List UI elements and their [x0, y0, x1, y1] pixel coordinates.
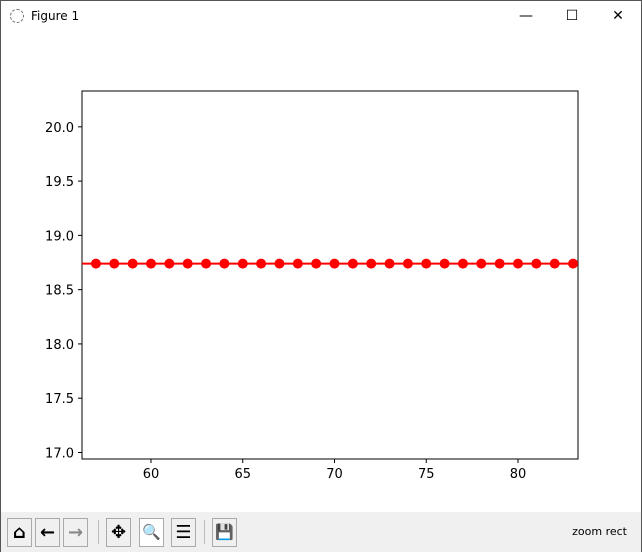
data-point	[292, 258, 303, 269]
x-tick-label: 80	[510, 467, 527, 482]
x-tick-label: 70	[326, 467, 343, 482]
data-point	[366, 258, 377, 269]
data-point	[182, 258, 193, 269]
data-point	[311, 258, 322, 269]
data-point	[476, 258, 487, 269]
data-point	[145, 258, 156, 269]
forward-arrow-icon: →	[67, 522, 84, 543]
x-tick-label: 60	[143, 467, 160, 482]
data-point	[274, 258, 285, 269]
data-point	[494, 258, 505, 269]
y-tick-label: 17.5	[45, 392, 74, 407]
toolbar-separator	[98, 520, 99, 544]
data-point	[256, 258, 267, 269]
data-point	[109, 258, 120, 269]
data-point	[549, 258, 560, 269]
pan-button[interactable]: ✥	[106, 518, 131, 547]
navigation-toolbar: ⌂ ← → ✥ 🔍 ☰ 💾 zoom rect	[1, 512, 641, 552]
data-point	[439, 258, 450, 269]
data-point	[421, 258, 432, 269]
magnifier-icon: 🔍	[142, 523, 161, 541]
title-bar: Figure 1 — ☐ ✕	[1, 1, 641, 32]
data-point	[457, 258, 468, 269]
zoom-button[interactable]: 🔍	[139, 518, 164, 547]
toolbar-separator	[204, 520, 205, 544]
data-point	[90, 258, 101, 269]
floppy-disk-icon: 💾	[215, 523, 234, 541]
data-point	[219, 258, 230, 269]
y-tick-label: 18.0	[45, 338, 74, 353]
y-tick-label: 18.5	[45, 284, 74, 299]
data-point	[127, 258, 138, 269]
data-point	[201, 258, 212, 269]
y-tick-label: 19.5	[45, 175, 74, 190]
window-title: Figure 1	[31, 9, 80, 23]
x-tick-label: 75	[418, 467, 435, 482]
data-point	[531, 258, 542, 269]
data-point	[512, 258, 523, 269]
axes-frame	[81, 90, 579, 460]
status-message: zoom rect	[572, 525, 627, 538]
close-button[interactable]: ✕	[612, 8, 624, 24]
save-button[interactable]: 💾	[212, 518, 237, 547]
x-tick-label: 65	[234, 467, 251, 482]
data-point	[164, 258, 175, 269]
data-point	[347, 258, 358, 269]
back-arrow-icon: ←	[39, 522, 56, 543]
home-button[interactable]: ⌂	[7, 518, 32, 547]
matplotlib-app-icon	[10, 9, 24, 23]
pan-icon: ✥	[110, 522, 127, 543]
y-tick-label: 20.0	[45, 121, 74, 136]
data-point	[402, 258, 413, 269]
data-point	[384, 258, 395, 269]
data-point	[329, 258, 340, 269]
y-tick-label: 17.0	[45, 446, 74, 461]
y-tick-label: 19.0	[45, 229, 74, 244]
figure-canvas[interactable]: 60 65 70 75 80 17.0 17.5 18.0 18.5 19.0 19.5 20.0	[1, 32, 641, 512]
minimize-button[interactable]: —	[519, 8, 533, 24]
data-point	[237, 258, 248, 269]
forward-button[interactable]: →	[63, 518, 88, 547]
configure-subplots-button[interactable]: ☰	[171, 518, 196, 547]
back-button[interactable]: ←	[35, 518, 60, 547]
data-point	[568, 258, 579, 269]
sliders-icon: ☰	[175, 522, 192, 543]
maximize-button[interactable]: ☐	[565, 8, 579, 24]
home-icon: ⌂	[13, 522, 26, 543]
